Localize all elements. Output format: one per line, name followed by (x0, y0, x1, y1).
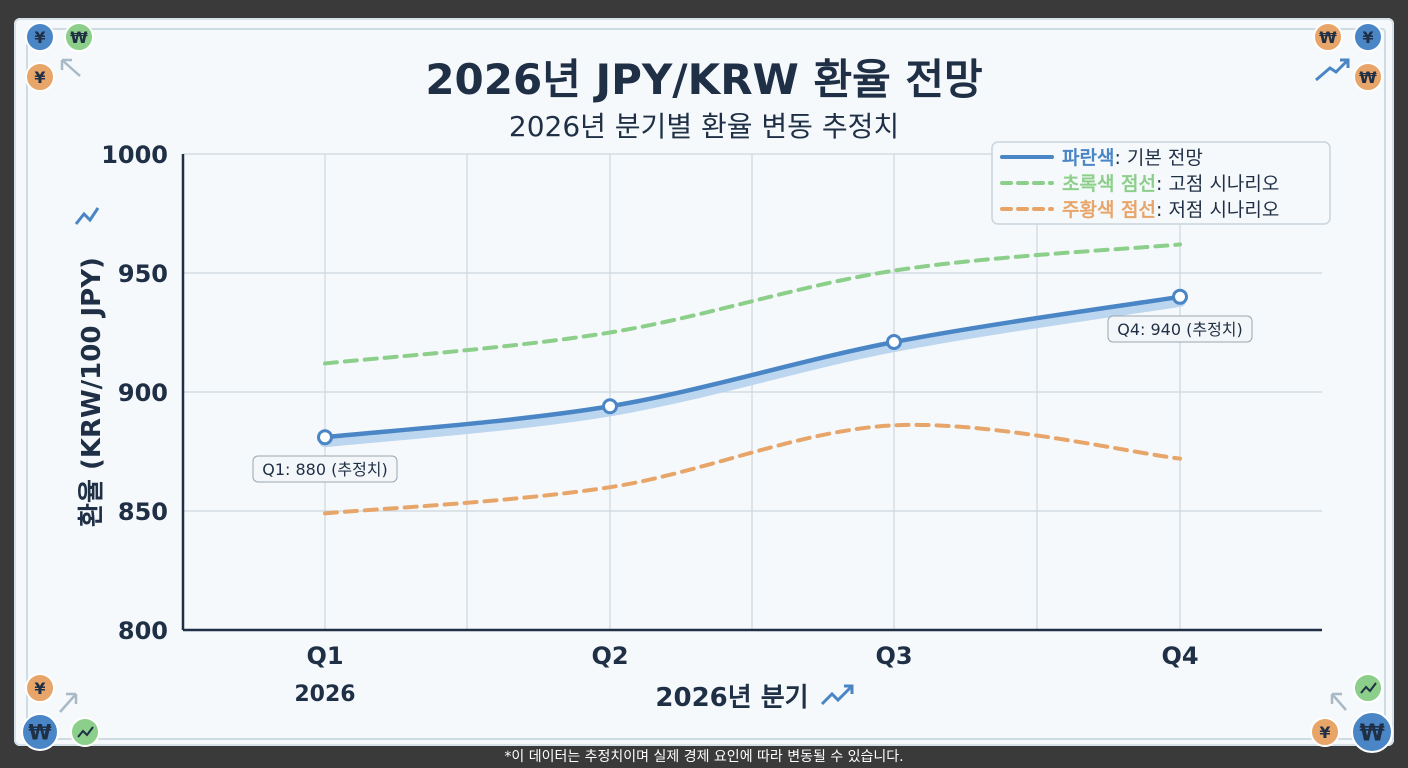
coin-symbol: ¥ (34, 68, 45, 87)
annotation-box (252, 455, 398, 483)
data-point (886, 334, 902, 351)
annotation-label: Q4: 940 (추정치) (1117, 320, 1243, 339)
coin-symbol: ₩ (70, 28, 88, 47)
yen-coin-icon (1353, 22, 1383, 52)
data-point (317, 429, 333, 446)
coin-symbol: ₩ (28, 721, 51, 745)
coin-symbol: ¥ (1319, 723, 1330, 742)
y-axis-label: 환율 (KRW/100 JPY) (77, 257, 107, 527)
yen-coin-icon (1310, 717, 1340, 747)
coin-symbol: ₩ (1359, 68, 1377, 87)
y-tick-label: 800 (118, 617, 168, 645)
won-coin-icon (21, 713, 59, 751)
axes (181, 154, 1322, 632)
coin-symbol: ₩ (1319, 28, 1337, 47)
y-tick-label: 1000 (101, 141, 168, 169)
trend-arrow-icon (74, 207, 100, 225)
chart-title: 2026년 JPY/KRW 환율 전망 (425, 55, 982, 104)
series-line-glow (319, 294, 1186, 448)
won-coin-icon (1313, 22, 1343, 52)
legend-label: 파란색: 기본 전망 (1062, 147, 1203, 169)
coin-symbol: ¥ (1362, 28, 1373, 47)
annotation-box (1107, 315, 1253, 343)
x-sublabel: 2026 (294, 682, 355, 707)
decorations: ¥ ₩ ¥ ₩ ¥ ₩ ¥ ₩ ¥ ₩ (21, 22, 1393, 753)
chart-subtitle: 2026년 분기별 환율 변동 추정치 (509, 110, 899, 143)
arrow-icon (60, 58, 81, 77)
coin-symbol: ¥ (34, 679, 45, 698)
coin-symbol: ₩ (1359, 720, 1385, 746)
x-tick-label: Q1 (306, 642, 343, 670)
y-tick-label: 950 (118, 260, 168, 288)
series-line-base (322, 294, 1183, 440)
trend-arrow-icon (820, 684, 854, 706)
tick-labels: 800 850 900 950 1000 Q1 Q2 Q3 Q4 (101, 141, 1198, 670)
y-tick-label: 900 (118, 379, 168, 407)
won-coin-icon (64, 22, 94, 52)
trend-arrow-icon (1315, 58, 1350, 82)
legend-box (991, 141, 1331, 225)
won-coin-icon (1351, 711, 1393, 753)
x-axis-label: 2026년 분기 (655, 683, 808, 713)
footnote: *이 데이터는 추정치이며 실제 경제 요인에 따라 변동될 수 있습니다. (504, 749, 904, 765)
yen-coin-icon (25, 62, 55, 92)
coin-symbol: ¥ (34, 28, 45, 47)
series-line-low (323, 422, 1182, 516)
grid (183, 153, 1322, 630)
series (317, 242, 1188, 516)
x-tick-label: Q3 (875, 642, 912, 670)
annotations: Q1: 880 (추정치) Q4: 940 (추정치) (252, 315, 1253, 483)
yen-coin-icon (25, 22, 55, 52)
won-coin-icon (1353, 62, 1383, 92)
chart-card (14, 18, 1394, 746)
trend-arrow-icon (1360, 682, 1377, 694)
data-point (602, 398, 618, 415)
y-tick-label: 850 (118, 498, 168, 526)
data-point (1172, 288, 1188, 305)
yen-coin-icon (25, 673, 55, 703)
legend-label: 주황색 점선: 저점 시나리오 (1062, 198, 1279, 221)
series-line-high (323, 242, 1182, 366)
annotation-label: Q1: 880 (추정치) (262, 460, 388, 479)
legend-label: 초록색 점선: 고점 시나리오 (1062, 173, 1279, 195)
x-tick-label: Q4 (1161, 642, 1198, 670)
arrow-icon (59, 692, 78, 713)
x-tick-label: Q2 (591, 642, 628, 670)
arrow-icon (1330, 692, 1347, 711)
trend-arrow-icon (77, 726, 94, 738)
